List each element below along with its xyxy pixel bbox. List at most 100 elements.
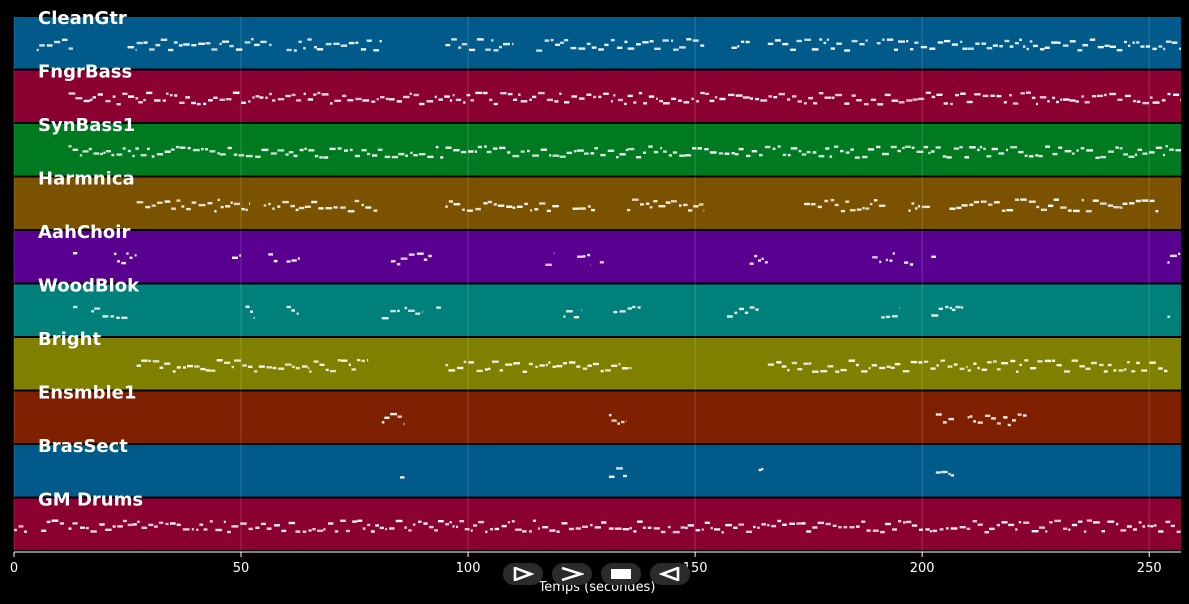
note <box>73 305 78 309</box>
note <box>1009 94 1012 97</box>
note <box>389 527 395 530</box>
reverse-button[interactable] <box>650 563 690 585</box>
note <box>876 42 881 45</box>
note <box>663 150 667 153</box>
note <box>24 530 27 533</box>
note <box>1062 44 1069 47</box>
note <box>438 520 444 523</box>
note <box>613 94 616 97</box>
gridlines <box>13 16 1150 551</box>
note <box>796 522 802 525</box>
note <box>132 523 137 526</box>
note <box>503 42 510 46</box>
note <box>1037 360 1043 363</box>
note <box>1052 96 1056 100</box>
note <box>213 96 218 99</box>
note <box>227 530 231 534</box>
note <box>960 92 966 95</box>
note <box>499 146 506 150</box>
note <box>1165 145 1168 148</box>
note <box>835 93 843 97</box>
note <box>1010 146 1018 149</box>
note <box>146 147 150 151</box>
note <box>304 147 307 150</box>
note <box>838 526 842 529</box>
note <box>948 417 954 421</box>
note <box>377 148 383 151</box>
note <box>569 361 576 364</box>
note <box>1091 361 1097 365</box>
note <box>992 44 998 47</box>
note <box>440 156 444 159</box>
note <box>215 528 223 532</box>
note <box>671 200 677 203</box>
note <box>758 468 762 472</box>
note <box>371 100 376 103</box>
note <box>1080 147 1085 150</box>
note <box>333 42 340 45</box>
note <box>870 98 877 101</box>
note <box>1030 367 1037 370</box>
x-tick-label: 0 <box>10 561 18 576</box>
note <box>1135 199 1141 203</box>
note <box>610 38 615 42</box>
note <box>469 48 476 52</box>
note <box>1109 45 1116 48</box>
note <box>196 528 199 531</box>
note <box>342 94 347 98</box>
note <box>850 148 854 151</box>
note <box>863 103 869 106</box>
track-name-label: Ensmble1 <box>38 383 136 404</box>
note <box>546 98 553 102</box>
note <box>185 96 190 99</box>
note <box>435 145 439 149</box>
stop-button[interactable] <box>601 563 641 585</box>
note <box>404 306 408 310</box>
note <box>946 156 952 159</box>
note <box>1095 156 1100 159</box>
note <box>192 148 200 152</box>
note <box>1158 367 1163 370</box>
note <box>345 529 350 533</box>
note <box>463 360 467 364</box>
note <box>445 523 449 526</box>
note <box>1150 525 1154 528</box>
note <box>513 98 518 101</box>
note <box>103 151 106 154</box>
note <box>68 47 73 50</box>
note <box>151 155 155 158</box>
note <box>321 93 329 96</box>
note <box>253 316 255 320</box>
note <box>269 92 272 96</box>
note <box>704 148 709 151</box>
note <box>373 209 378 212</box>
note <box>691 97 694 101</box>
note <box>244 41 251 44</box>
note <box>178 44 183 47</box>
note <box>254 370 258 373</box>
note <box>219 98 225 101</box>
note <box>918 361 923 364</box>
note <box>344 149 348 152</box>
note <box>559 92 562 95</box>
note <box>251 38 254 41</box>
note <box>830 47 835 50</box>
note <box>232 91 240 94</box>
note <box>187 364 193 368</box>
note <box>692 147 697 150</box>
note <box>996 368 1001 371</box>
note <box>941 470 948 474</box>
note <box>397 415 402 418</box>
note <box>1018 521 1022 524</box>
note <box>797 100 802 103</box>
fast-forward-button[interactable] <box>552 563 592 585</box>
note <box>403 422 405 426</box>
note <box>85 526 89 530</box>
play-button[interactable] <box>503 563 543 585</box>
note <box>277 205 281 208</box>
note <box>245 154 253 158</box>
note <box>1039 526 1045 529</box>
note <box>1020 198 1027 201</box>
note <box>159 366 164 369</box>
note <box>497 204 505 207</box>
